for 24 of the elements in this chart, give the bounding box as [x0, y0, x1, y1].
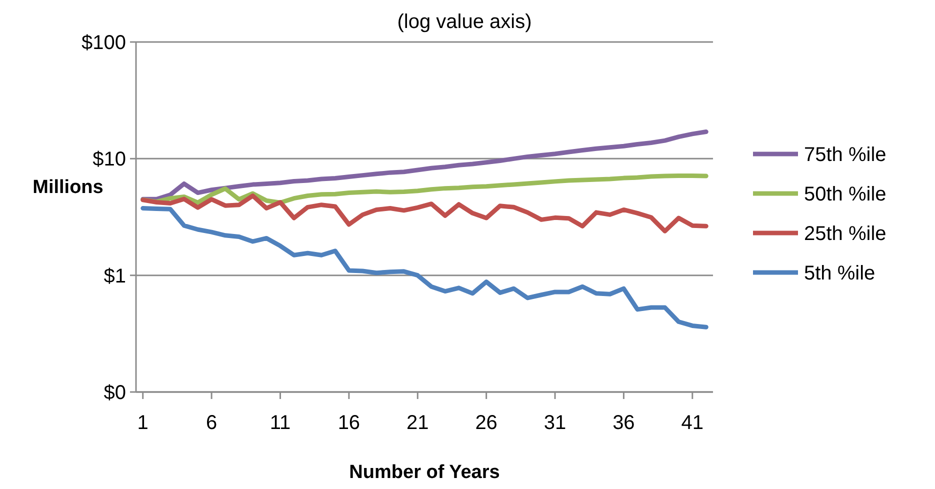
y-tick-label: $0 [104, 382, 126, 404]
x-axis-title: Number of Years [349, 462, 500, 483]
legend-label: 75th %ile [804, 144, 886, 166]
legend-label: 5th %ile [804, 262, 876, 284]
x-tick-label: 16 [338, 412, 360, 434]
y-tick-label: $1 [104, 265, 126, 288]
line-series [140, 130, 708, 202]
line-series [140, 194, 708, 234]
x-tick-label: 1 [137, 412, 148, 434]
y-tick-label: $10 [92, 148, 126, 171]
x-tick-label: 36 [612, 412, 635, 434]
legend-label: 50th %ile [804, 184, 886, 206]
line-series [140, 206, 708, 330]
line-series [140, 174, 708, 205]
x-tick-label: 6 [206, 412, 218, 434]
x-tick-label: 21 [406, 412, 429, 434]
x-tick-label: 31 [544, 412, 566, 434]
legend-label: 25th %ile [804, 223, 886, 245]
x-tick-label: 41 [681, 412, 704, 434]
y-tick-label: $100 [82, 32, 126, 54]
chart-title: (log value axis) [397, 11, 532, 33]
x-tick-label: 26 [475, 412, 498, 434]
x-tick-label: 11 [270, 412, 291, 434]
y-axis-title: Millions [32, 177, 104, 198]
